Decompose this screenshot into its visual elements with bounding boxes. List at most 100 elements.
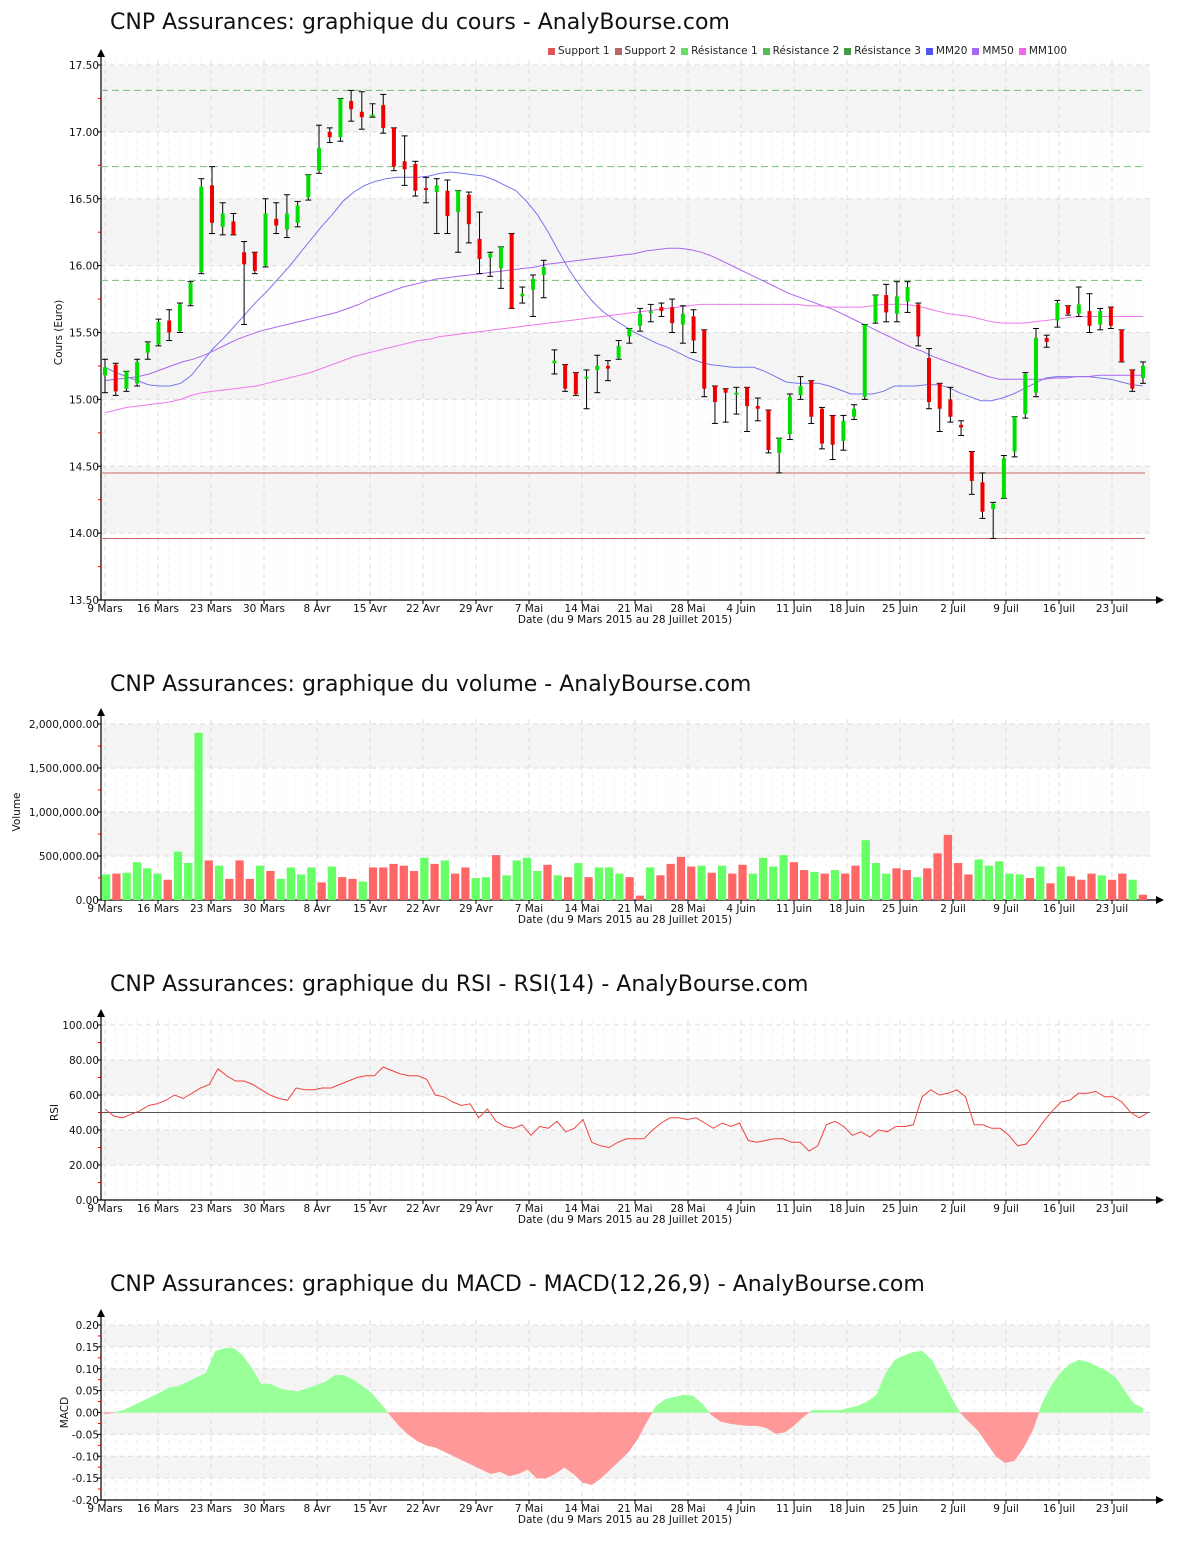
volume-bar	[717, 865, 727, 900]
volume-bar	[820, 873, 829, 900]
candles	[102, 89, 1146, 539]
x-tick-label: 14 Mai	[564, 603, 599, 615]
x-tick-label: 18 Juin	[829, 1203, 865, 1215]
volume-bar	[984, 865, 994, 900]
macd-chart-section: CNP Assurances: graphique du MACD - MACD…	[0, 1260, 1200, 1550]
y-tick-label: 13.50	[69, 595, 99, 607]
y-tick-label: 60.00	[69, 1090, 99, 1102]
x-tick-label: 7 Mai	[515, 1503, 543, 1515]
volume-bar	[687, 866, 696, 900]
volume-bar	[389, 863, 398, 900]
candle	[349, 101, 354, 110]
y-tick-label: 0.00	[76, 1195, 99, 1207]
candle	[605, 365, 610, 369]
candle	[1033, 337, 1038, 393]
candle	[135, 361, 140, 384]
x-tick-label: 7 Mai	[515, 1203, 543, 1215]
volume-bar	[286, 867, 296, 900]
x-tick-label: 11 Juin	[776, 1203, 812, 1215]
rsi-line	[104, 1066, 1149, 1152]
candle	[541, 266, 546, 275]
volume-bar	[245, 878, 254, 900]
volume-bar	[1015, 874, 1024, 900]
volume-bar	[481, 877, 491, 900]
volume-chart-title: CNP Assurances: graphique du volume - An…	[110, 672, 752, 697]
x-tick-label: 18 Juin	[829, 603, 865, 615]
volume-bar	[348, 878, 357, 900]
candle	[199, 186, 204, 273]
x-tick-label: 9 Juil	[993, 1503, 1019, 1515]
candle	[317, 147, 322, 171]
x-tick-label: 9 Mars	[87, 903, 122, 915]
x-tick-label: 9 Juil	[993, 1203, 1019, 1215]
volume-bar	[728, 873, 737, 900]
y-axis-label: MACD	[59, 1397, 71, 1428]
candle	[327, 131, 332, 138]
volume-bar	[943, 834, 952, 900]
volume-bar	[964, 874, 973, 900]
x-tick-label: 25 Juin	[882, 1503, 918, 1515]
legend-label: MM100	[1028, 45, 1068, 57]
x-tick-label: 15 Avr	[353, 603, 387, 615]
volume-bar	[225, 878, 234, 900]
candle	[531, 279, 536, 290]
candle	[220, 213, 225, 227]
candle	[231, 221, 236, 235]
legend-item-support-1: Support 1	[548, 45, 610, 57]
x-tick-label: 15 Avr	[353, 903, 387, 915]
candle	[755, 406, 760, 409]
volume-bar	[430, 863, 439, 900]
y-tick-label: 0.00	[76, 1408, 99, 1420]
candle	[188, 283, 193, 305]
volume-bar	[635, 895, 645, 900]
volume-bar	[995, 861, 1004, 900]
candle	[509, 233, 514, 309]
candle	[969, 451, 974, 481]
mm100-line	[104, 303, 1143, 414]
candle	[691, 316, 696, 341]
volume-bar	[1046, 883, 1055, 900]
x-tick-label: 22 Avr	[406, 1203, 440, 1215]
candle	[156, 321, 161, 345]
x-tick-label: 4 Juin	[726, 1503, 755, 1515]
candle	[1087, 311, 1092, 326]
volume-bar	[522, 857, 532, 900]
x-tick-label: 22 Avr	[406, 903, 440, 915]
candle	[670, 307, 675, 324]
candle	[1044, 337, 1049, 342]
legend-swatch-icon	[681, 47, 689, 55]
volume-bar	[184, 863, 193, 900]
candle	[873, 295, 878, 322]
volume-bar	[779, 855, 788, 900]
candle	[937, 383, 942, 409]
x-tick-label: 16 Juil	[1043, 603, 1075, 615]
legend-swatch-icon	[925, 47, 933, 55]
x-tick-label: 15 Avr	[353, 1503, 387, 1515]
legend-item-mm100: MM100	[1018, 45, 1068, 57]
y-tick-label: 0.20	[76, 1320, 99, 1332]
volume-bar	[574, 863, 583, 900]
candle	[616, 345, 621, 358]
volume-bar	[738, 864, 747, 900]
legend-item-r-sistance-2: Résistance 2	[762, 45, 839, 57]
y-axis-arrow-icon	[97, 1009, 105, 1017]
x-tick-label: 16 Juil	[1043, 903, 1075, 915]
volume-bar	[1077, 879, 1086, 900]
x-tick-label: 23 Juil	[1096, 1503, 1128, 1515]
volume-bar	[953, 863, 963, 900]
volume-bar	[471, 878, 480, 900]
x-axis-arrow-icon	[1156, 1496, 1164, 1504]
candle	[1130, 369, 1135, 389]
x-axis-label: Date (du 9 Mars 2015 au 28 Juillet 2015)	[518, 1214, 732, 1226]
x-tick-label: 18 Juin	[829, 903, 865, 915]
rsi-chart-section: CNP Assurances: graphique du RSI - RSI(1…	[0, 960, 1200, 1240]
legend-label: Support 1	[558, 45, 610, 57]
candle	[862, 324, 867, 397]
legend-label: Résistance 1	[691, 45, 758, 57]
volume-bar	[327, 866, 337, 900]
y-tick-label: 14.50	[69, 461, 99, 473]
volume-bar	[800, 870, 809, 900]
candle	[787, 396, 792, 435]
x-tick-label: 21 Mai	[617, 1203, 652, 1215]
macd-area-chart: 0.20 0.15 0.10 0.05 0.00 -0.05 -0.10 -0.15 -0.20…	[59, 1309, 1164, 1526]
